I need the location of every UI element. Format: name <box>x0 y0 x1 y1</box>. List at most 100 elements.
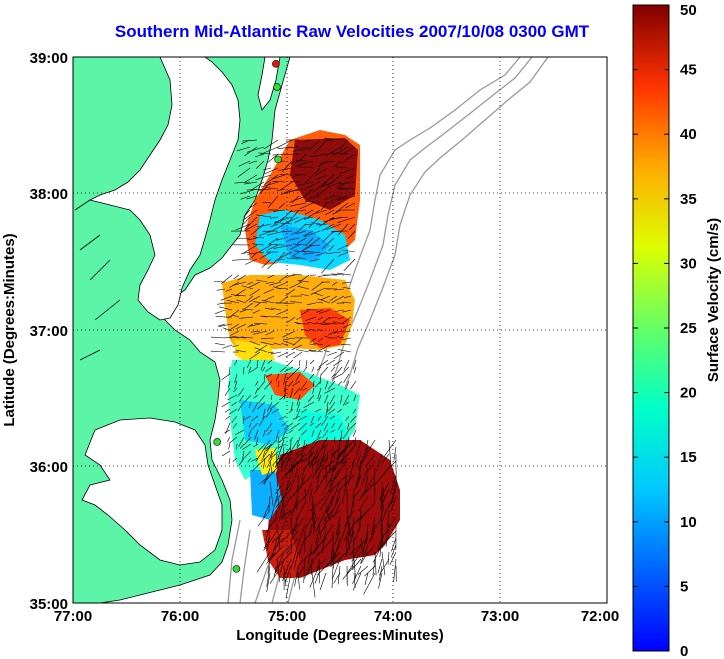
velocity-vector <box>295 408 301 420</box>
velocity-vector <box>261 299 275 304</box>
velocity-vector <box>231 401 238 406</box>
velocity-vector <box>246 195 258 200</box>
velocity-vector <box>290 544 299 569</box>
velocity-vector <box>297 280 310 283</box>
velocity-vector <box>354 467 362 490</box>
velocity-vector <box>276 139 293 148</box>
velocity-vector <box>309 422 315 427</box>
velocity-vector <box>378 572 383 589</box>
velocity-vector <box>364 460 376 476</box>
velocity-vector <box>255 439 271 462</box>
velocity-vector <box>249 341 261 346</box>
velocity-vector <box>260 341 275 346</box>
velocity-vector <box>322 230 335 243</box>
velocity-vector <box>337 244 349 251</box>
velocity-vector <box>334 530 341 545</box>
velocity-vector <box>288 408 294 414</box>
velocity-vector <box>273 537 285 550</box>
velocity-vector <box>280 509 292 520</box>
velocity-vector <box>229 336 240 339</box>
velocity-vector <box>258 394 266 403</box>
velocity-vector <box>291 230 300 236</box>
velocity-vector <box>342 302 352 304</box>
velocity-vector <box>315 509 327 532</box>
velocity-vector <box>307 302 317 305</box>
velocity-vector <box>335 446 348 460</box>
velocity-vector <box>333 457 336 464</box>
velocity-vector <box>272 457 280 466</box>
velocity-vector <box>254 302 261 308</box>
velocity-vector <box>297 446 306 458</box>
velocity-vector <box>348 443 357 453</box>
velocity-vector <box>281 343 289 346</box>
velocity-vector <box>302 387 308 391</box>
velocity-vector <box>259 474 271 485</box>
velocity-vector <box>346 509 352 536</box>
velocity-vector <box>352 537 355 553</box>
velocity-vector <box>317 429 322 438</box>
velocity-vector <box>363 572 376 595</box>
velocity-vector <box>330 481 341 505</box>
velocity-vector <box>348 223 356 231</box>
velocity-vector <box>266 429 273 436</box>
velocity-vector <box>340 344 352 346</box>
velocity-vector <box>242 216 251 225</box>
velocity-vector <box>309 329 317 332</box>
velocity-vector <box>259 181 272 194</box>
velocity-vector <box>280 181 293 191</box>
velocity-vector <box>325 502 330 521</box>
velocity-vector <box>279 495 285 522</box>
velocity-vector <box>295 349 310 353</box>
velocity-vector <box>238 394 245 403</box>
velocity-vector <box>319 453 327 468</box>
velocity-vector <box>283 509 286 523</box>
velocity-vector <box>318 523 321 539</box>
velocity-vector <box>221 373 231 380</box>
velocity-vector <box>266 244 279 251</box>
velocity-vector <box>277 351 289 358</box>
velocity-vector <box>304 230 321 237</box>
velocity-vector <box>242 139 258 142</box>
velocity-vector <box>260 181 279 188</box>
velocity-vector <box>337 349 352 353</box>
velocity-vector <box>322 429 329 439</box>
velocity-vector <box>316 328 324 332</box>
velocity-vector <box>296 159 307 162</box>
velocity-vector <box>268 495 271 511</box>
velocity-vector <box>326 251 342 254</box>
velocity-vector <box>322 523 334 542</box>
velocity-vector <box>345 415 350 421</box>
hf-radar-stations <box>213 60 282 573</box>
velocity-vector <box>290 387 294 398</box>
velocity-vector <box>286 537 299 554</box>
velocity-vector <box>279 174 293 176</box>
velocity-vector <box>215 343 226 346</box>
velocity-vector <box>242 209 258 221</box>
velocity-vector <box>320 295 331 300</box>
velocity-vector <box>297 285 310 290</box>
velocity-vector <box>309 373 315 380</box>
velocity-vector <box>241 285 254 290</box>
velocity-vector <box>308 523 313 538</box>
velocity-vector <box>289 436 294 442</box>
plot-title: Southern Mid-Atlantic Raw Velocities 200… <box>114 22 590 41</box>
velocity-vector <box>314 537 320 554</box>
velocity-vector <box>333 330 345 334</box>
velocity-vector <box>328 330 338 336</box>
velocity-vector <box>310 450 315 457</box>
velocity-vector <box>338 474 355 492</box>
velocity-vector <box>230 330 240 336</box>
velocity-vector <box>372 544 383 563</box>
velocity-vector <box>249 288 261 296</box>
velocity-vector <box>266 457 273 468</box>
velocity-vector <box>296 316 303 320</box>
velocity-vector <box>284 380 287 393</box>
velocity-vector <box>243 436 252 446</box>
velocity-vector <box>268 544 278 562</box>
velocity-vector <box>284 565 292 583</box>
velocity-vector <box>333 202 342 208</box>
velocity-vector <box>252 309 261 314</box>
velocity-vector <box>340 146 356 155</box>
velocity-vector <box>324 137 342 141</box>
velocity-vector <box>305 316 317 321</box>
